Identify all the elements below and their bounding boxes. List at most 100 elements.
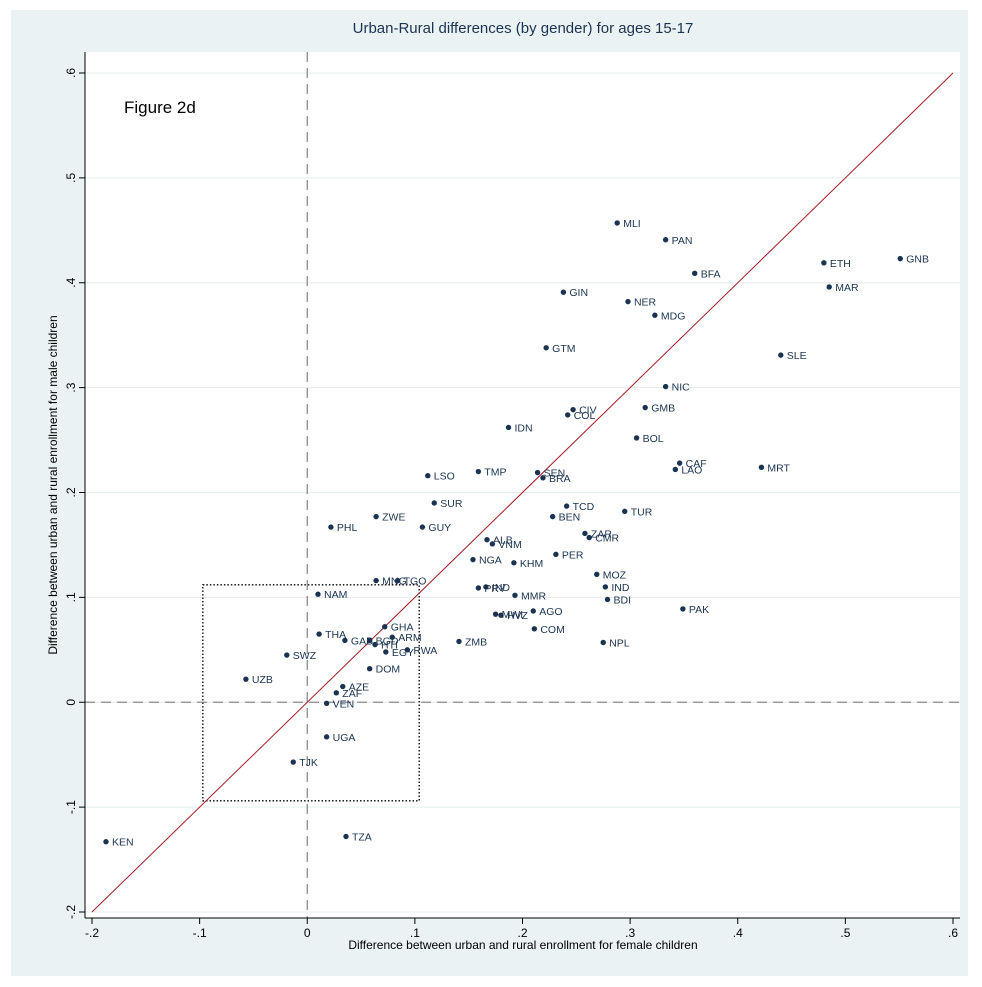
data-point: [382, 624, 388, 630]
data-point: [484, 536, 490, 543]
data-point: [373, 577, 379, 584]
diagonal-reference-line: [91, 72, 954, 913]
y-tick-label: 0: [64, 699, 78, 706]
x-tick-label: 0: [304, 926, 311, 940]
data-point: [373, 513, 379, 520]
data-point: [470, 556, 476, 563]
y-tick-label: .1: [64, 592, 78, 602]
data-point-label: PAN: [672, 235, 693, 247]
data-point: [676, 460, 683, 466]
data-point-label: BRA: [549, 473, 571, 485]
data-point-label: NIC: [672, 382, 691, 394]
data-point-label: ARM: [398, 632, 421, 644]
x-tick-label: .1: [410, 926, 420, 940]
data-points: MLI PAN GNB ETH BFA MAR GIN NER MDG GTM SLE NIC GMB C…: [103, 218, 929, 849]
data-point-label: PHL: [337, 522, 358, 534]
data-point: [498, 612, 504, 618]
data-point: [652, 312, 658, 318]
data-point: [328, 524, 334, 530]
axes: -.2 -.1 0 .1 .2 .3 .4 .5 .6 -.2 -.1 0 .1 .2 .3 .4 .5 .6: [64, 52, 960, 940]
data-point: [565, 412, 571, 418]
data-point-label: BEN: [559, 512, 581, 524]
x-tick-label: -.1: [193, 926, 207, 940]
data-point: [323, 700, 330, 706]
data-point-label: ETH: [830, 258, 851, 270]
data-point-label: CMR: [595, 533, 619, 545]
data-point-label: TUR: [631, 506, 653, 518]
data-point: [560, 289, 567, 295]
data-point-label: VNM: [498, 539, 521, 551]
data-point-label: ALB: [493, 535, 513, 547]
data-point: [394, 577, 401, 584]
x-tick-label: .5: [840, 926, 850, 940]
y-tick-label: .3: [64, 382, 78, 392]
data-point-label: ZMB: [465, 636, 487, 648]
data-point-label: SLE: [787, 350, 807, 362]
data-point-label: TCD: [573, 501, 595, 513]
data-point-label: GIN: [569, 287, 588, 299]
data-point-label: TZA: [352, 831, 372, 843]
data-point-label: KEN: [112, 837, 134, 849]
data-point: [662, 237, 669, 243]
data-point-label: LSO: [434, 471, 455, 483]
data-point-label: CAF: [686, 458, 707, 470]
data-point-label: TMP: [484, 467, 506, 479]
figure-label: Figure 2d: [124, 98, 196, 117]
data-point: [103, 839, 109, 845]
data-point-label: MWI: [502, 609, 524, 621]
y-tick-label: .6: [64, 68, 78, 78]
data-point: [372, 641, 378, 648]
x-tick-label: .2: [517, 926, 527, 940]
data-point: [692, 270, 698, 277]
plot-area: [85, 52, 960, 918]
data-point: [594, 571, 600, 578]
data-point: [604, 596, 611, 603]
data-point: [284, 652, 290, 658]
data-point-label: MLI: [623, 218, 641, 230]
data-point: [672, 466, 679, 473]
data-point: [758, 464, 765, 471]
data-point: [633, 435, 640, 441]
data-point-label: BGD: [376, 635, 399, 647]
data-point-label: IND: [492, 582, 511, 594]
data-point: [625, 298, 631, 305]
data-point-label: COL: [574, 410, 596, 422]
data-point: [602, 584, 609, 590]
data-point: [323, 734, 330, 740]
data-point-label: UGA: [333, 732, 356, 744]
data-point-label: MOZ: [603, 569, 627, 581]
data-point: [821, 260, 827, 266]
reference-lines: [85, 52, 960, 918]
data-point-label: NAM: [324, 589, 347, 601]
data-point-label: AGO: [539, 606, 562, 618]
data-point: [343, 833, 349, 840]
data-point: [662, 383, 669, 390]
data-point-label: GNB: [906, 254, 929, 266]
data-point: [582, 530, 588, 537]
data-point-label: GUY: [428, 522, 451, 534]
data-point: [366, 665, 373, 672]
data-point: [243, 676, 249, 682]
x-tick-label: .6: [948, 926, 958, 940]
data-point: [600, 639, 606, 646]
data-point-label: HVZ: [507, 610, 529, 622]
data-point: [489, 541, 496, 547]
data-point-label: ZAR: [591, 528, 612, 540]
data-point-label: GHA: [391, 622, 414, 634]
data-point-label: NER: [634, 297, 657, 309]
data-point: [826, 284, 832, 290]
data-point-label: UZB: [252, 674, 273, 686]
data-point-label: MDG: [661, 310, 686, 322]
data-point: [475, 585, 482, 591]
data-point: [680, 606, 686, 612]
data-point-label: MAR: [835, 282, 859, 294]
data-point: [530, 608, 536, 614]
data-point-label: GMB: [651, 403, 675, 415]
data-point-label: IND: [611, 582, 630, 594]
data-point: [897, 255, 903, 262]
data-point-label: PRY: [484, 583, 505, 595]
data-point: [505, 424, 512, 431]
data-point-label: TJK: [299, 757, 318, 769]
data-point: [315, 591, 321, 597]
data-point-label: HTI: [381, 640, 398, 652]
